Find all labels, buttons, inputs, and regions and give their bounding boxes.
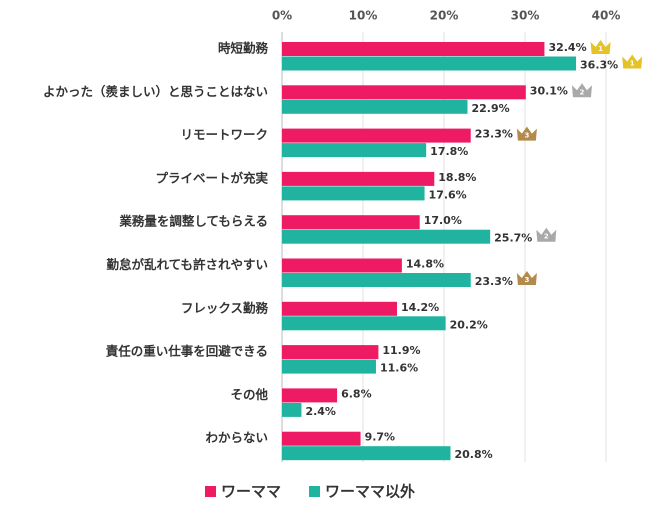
crown-rank: 2 [544, 233, 549, 241]
value-label: 14.8% [406, 258, 444, 271]
category-label: プライベートが充実 [155, 170, 268, 185]
value-label: 17.8% [430, 145, 468, 158]
value-label: 11.9% [382, 344, 420, 357]
category-label: フレックス勤務 [181, 300, 269, 315]
bar [282, 171, 435, 186]
value-label: 36.3% [580, 59, 618, 72]
category-label: 責任の重い仕事を回避できる [106, 344, 268, 359]
category-label: 時短勤務 [218, 41, 269, 56]
bar [282, 301, 398, 316]
bar [282, 99, 468, 114]
category-label: その他 [230, 387, 268, 402]
bar [282, 359, 376, 374]
crown-rank: 1 [630, 60, 635, 68]
value-label: 23.3% [475, 275, 513, 288]
bar [282, 128, 471, 143]
value-label: 20.8% [454, 448, 492, 461]
category-label: リモートワーク [180, 127, 268, 142]
crown-shape [622, 54, 643, 69]
bar [282, 388, 338, 403]
crown-shape [590, 40, 611, 54]
value-label: 18.8% [438, 171, 476, 184]
value-label: 11.6% [380, 362, 418, 375]
value-label: 32.4% [548, 41, 586, 54]
crown-rank: 1 [598, 45, 603, 53]
bar [282, 431, 361, 446]
bar [282, 316, 446, 331]
rank-crown: 3 [516, 271, 537, 285]
category-label: 勤怠が乱れても許されやすい [106, 257, 268, 272]
crown-rank: 2 [580, 88, 585, 96]
bar [282, 229, 491, 244]
rank-crown: 2 [571, 83, 592, 98]
crown-rank: 3 [524, 132, 529, 140]
category-label: 業務量を調整してもらえる [118, 214, 268, 229]
category-label: よかった（羨ましい）と思うことはない [43, 84, 268, 99]
bar [282, 345, 379, 360]
bar [282, 42, 545, 56]
legend-label: ワーママ以外 [325, 483, 415, 501]
bar [282, 85, 526, 100]
rank-crown: 1 [590, 40, 611, 54]
x-tick-label: 30% [511, 9, 540, 23]
value-label: 9.7% [365, 431, 396, 444]
x-tick-label: 20% [430, 9, 459, 23]
legend-swatch [205, 486, 216, 497]
crown-shape [571, 83, 592, 98]
value-label: 14.2% [401, 301, 439, 314]
value-label: 6.8% [341, 387, 372, 400]
x-tick-label: 40% [592, 9, 621, 23]
legend-swatch [309, 486, 321, 497]
crown-shape [536, 227, 557, 242]
crown-shape [516, 271, 537, 285]
value-label: 23.3% [475, 128, 513, 141]
bar [282, 143, 427, 158]
value-label: 22.9% [471, 102, 509, 115]
bar [282, 402, 302, 417]
rank-crown: 3 [516, 126, 537, 141]
legend-label: ワーママ [221, 483, 281, 501]
bar [282, 273, 471, 287]
rank-crown: 2 [536, 227, 557, 242]
category-label: わからない [205, 430, 268, 445]
value-label: 20.2% [450, 318, 488, 331]
bar [282, 56, 577, 71]
value-label: 17.0% [424, 214, 462, 227]
rank-crown: 1 [622, 54, 643, 69]
x-tick-label: 0% [272, 9, 292, 23]
bar [282, 186, 425, 201]
bar [282, 446, 451, 461]
bar [282, 215, 420, 230]
value-label: 25.7% [494, 232, 532, 245]
value-label: 2.4% [305, 405, 336, 418]
crown-rank: 3 [524, 276, 529, 284]
crown-shape [516, 126, 537, 141]
value-label: 30.1% [530, 84, 568, 97]
bar [282, 258, 402, 273]
value-label: 17.6% [429, 188, 467, 201]
x-tick-label: 10% [349, 9, 378, 23]
